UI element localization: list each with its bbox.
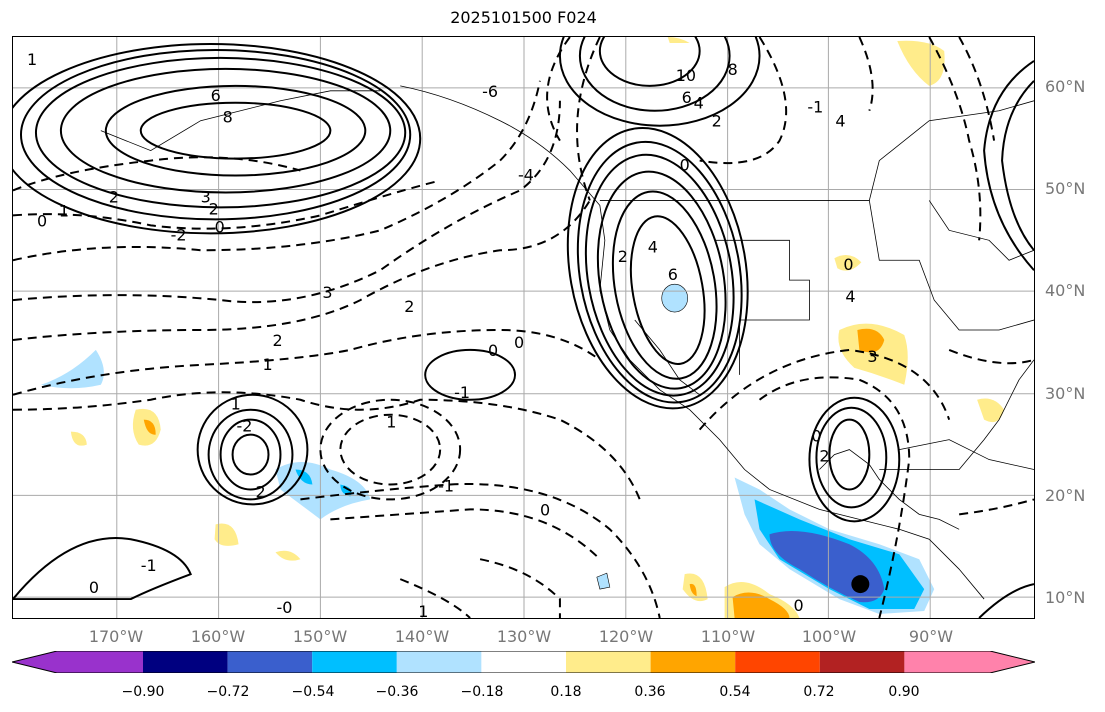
- svg-text:1: 1: [231, 395, 241, 414]
- lon-label: 110°W: [700, 627, 756, 646]
- lat-label-30n: 30°N: [1045, 384, 1086, 403]
- contour-labels: 6 8 2 3 2 0 1 0 -2 3 2 2 1 -1 0 0 1 -2 1…: [27, 50, 878, 619]
- svg-text:0: 0: [540, 500, 550, 519]
- colorbar-segment: [650, 651, 736, 673]
- colorbar-segment: [735, 651, 820, 673]
- svg-text:0: 0: [843, 255, 853, 274]
- lat-label-60n: 60°N: [1045, 77, 1086, 96]
- lon-label: 170°W: [88, 627, 144, 646]
- svg-text:2: 2: [404, 297, 414, 316]
- colorbar-segment: [312, 651, 397, 673]
- colorbar-segment: [143, 651, 228, 673]
- lon-label: 100°W: [801, 627, 857, 646]
- colorbar-tick: 0.18: [550, 684, 582, 700]
- colorbar-tick: 0.90: [888, 684, 920, 700]
- colorbar-segment: [904, 651, 1035, 673]
- svg-text:6: 6: [668, 265, 678, 284]
- svg-text:4: 4: [835, 112, 845, 131]
- colorbar-tick: −0.36: [375, 684, 419, 700]
- svg-text:1: 1: [386, 413, 396, 432]
- colorbar-segment: [481, 651, 566, 673]
- svg-text:2: 2: [618, 247, 628, 266]
- svg-text:-1: -1: [141, 556, 157, 575]
- map-title: 2025101500 F024: [450, 8, 597, 27]
- svg-text:2: 2: [819, 447, 829, 466]
- lat-label-50n: 50°N: [1045, 179, 1086, 198]
- svg-text:-1: -1: [454, 383, 470, 402]
- svg-text:-4: -4: [518, 166, 534, 185]
- dashed-contours: [13, 37, 1034, 618]
- svg-text:6: 6: [682, 88, 692, 107]
- svg-text:10: 10: [676, 66, 696, 85]
- colorbar-segment: [396, 651, 482, 673]
- svg-text:0: 0: [811, 427, 821, 446]
- svg-text:2: 2: [209, 199, 219, 218]
- svg-text:-1: -1: [807, 98, 823, 117]
- map-plot-area: 6 8 2 3 2 0 1 0 -2 3 2 2 1 -1 0 0 1 -2 1…: [12, 36, 1035, 619]
- colorbar-tick: −0.18: [460, 684, 504, 700]
- colorbar-segment: [566, 651, 651, 673]
- svg-text:-2: -2: [171, 225, 187, 244]
- colorbar-segment: [819, 651, 905, 673]
- svg-text:4: 4: [845, 287, 855, 306]
- svg-text:0: 0: [89, 578, 99, 597]
- svg-text:8: 8: [728, 60, 738, 79]
- svg-text:0: 0: [215, 217, 225, 236]
- svg-text:0: 0: [680, 156, 690, 175]
- solid-contours: [13, 37, 1034, 618]
- lat-label-10n: 10°N: [1045, 588, 1086, 607]
- svg-text:0: 0: [488, 341, 498, 360]
- svg-text:0: 0: [37, 211, 47, 230]
- svg-text:8: 8: [223, 108, 233, 127]
- lat-label-20n: 20°N: [1045, 486, 1086, 505]
- storm-center-marker: [851, 575, 870, 594]
- svg-text:0: 0: [514, 333, 524, 352]
- lon-label: 130°W: [496, 627, 552, 646]
- svg-text:4: 4: [694, 94, 704, 113]
- svg-text:6: 6: [211, 86, 221, 105]
- colorbar-tick: −0.72: [206, 684, 250, 700]
- colorbar-tick: −0.54: [291, 684, 335, 700]
- svg-text:2: 2: [109, 187, 119, 206]
- svg-text:2: 2: [712, 112, 722, 131]
- svg-text:2: 2: [272, 331, 282, 350]
- svg-text:-1: -1: [438, 476, 454, 495]
- lon-label: 160°W: [190, 627, 246, 646]
- graticule: [13, 37, 1034, 618]
- svg-text:3: 3: [322, 283, 332, 302]
- coastlines: [100, 85, 1034, 600]
- svg-text:-2: -2: [237, 417, 253, 436]
- lon-label: 120°W: [598, 627, 654, 646]
- svg-text:2: 2: [256, 482, 266, 501]
- svg-text:3: 3: [201, 187, 211, 206]
- lat-label-40n: 40°N: [1045, 281, 1086, 300]
- lon-label: 150°W: [292, 627, 348, 646]
- svg-text:-0: -0: [276, 598, 292, 617]
- lon-label: 90°W: [908, 627, 954, 646]
- svg-text:1: 1: [59, 201, 69, 220]
- svg-text:1: 1: [263, 355, 273, 374]
- colorbar-segment: [227, 651, 313, 673]
- negative-anomaly-region: [40, 349, 104, 389]
- svg-text:4: 4: [648, 237, 658, 256]
- svg-text:0: 0: [793, 596, 803, 615]
- shaded-anomalies: [40, 37, 1005, 618]
- colorbar-tick: 0.54: [719, 684, 751, 700]
- svg-text:1: 1: [27, 50, 37, 69]
- colorbar-tick: 0.36: [634, 684, 666, 700]
- colorbar-tick: 0.72: [803, 684, 835, 700]
- lon-label: 140°W: [394, 627, 450, 646]
- colorbar-segment: [12, 651, 143, 673]
- colorbar-tick: −0.90: [121, 684, 165, 700]
- svg-text:3: 3: [867, 347, 877, 366]
- svg-text:-6: -6: [482, 82, 498, 101]
- colorbar: [12, 651, 1035, 673]
- svg-text:1: 1: [418, 602, 428, 619]
